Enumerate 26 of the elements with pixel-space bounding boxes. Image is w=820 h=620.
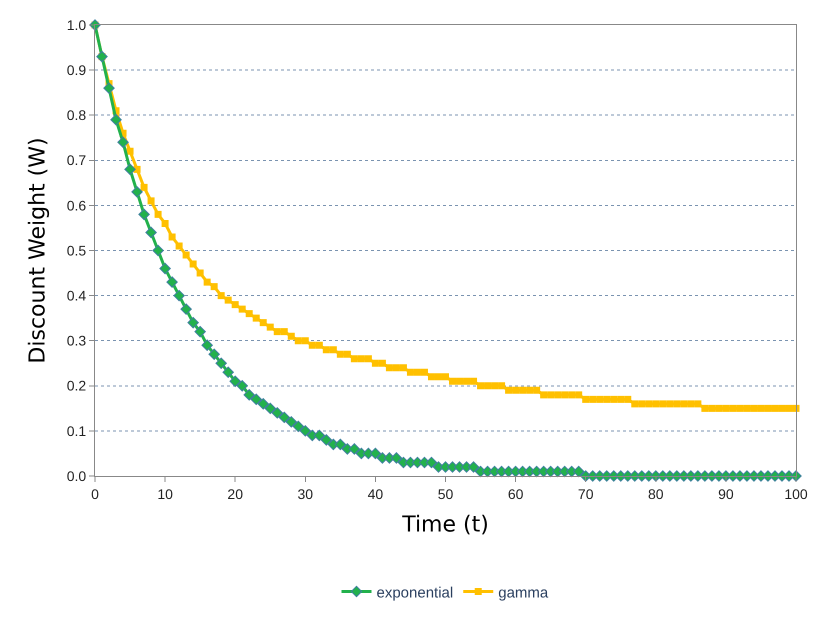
- x-tick-label: 20: [227, 486, 244, 502]
- y-tick-label: 0.1: [66, 422, 86, 439]
- x-tick-label: 90: [718, 486, 734, 502]
- y-tick-label: 0.2: [66, 378, 86, 394]
- x-tick-label: 50: [438, 486, 454, 502]
- x-tick-label: 80: [648, 486, 664, 502]
- y-tick-label: 0.8: [66, 107, 86, 124]
- legend-label: exponential: [376, 584, 454, 602]
- y-tick-label: 0.9: [66, 62, 86, 78]
- y-tick-label: 0.6: [66, 197, 86, 214]
- y-tick-label: 0.3: [66, 332, 86, 349]
- x-tick-label: 100: [784, 486, 808, 502]
- y-tick-label: 0.7: [66, 152, 86, 168]
- x-axis-title: Time (t): [401, 512, 489, 538]
- y-axis-title: Discount Weight (W): [26, 137, 51, 364]
- y-tick-label: 0.5: [66, 242, 86, 258]
- x-tick-label: 30: [298, 486, 314, 502]
- x-tick-label: 10: [157, 486, 174, 502]
- x-tick-label: 70: [578, 486, 594, 502]
- y-tick-label: 0.4: [66, 288, 86, 304]
- x-tick-label: 60: [508, 486, 524, 502]
- y-tick-label: 1.0: [66, 16, 86, 33]
- x-tick-label: 0: [91, 486, 100, 502]
- legend-label: gamma: [498, 584, 549, 602]
- x-tick-label: 40: [368, 486, 384, 502]
- y-tick-label: 0.0: [66, 468, 86, 484]
